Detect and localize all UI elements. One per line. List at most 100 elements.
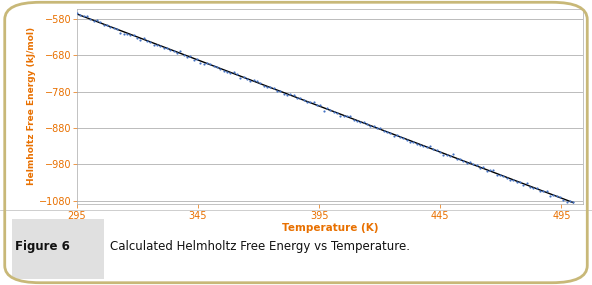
Point bbox=[449, 152, 458, 157]
Point bbox=[355, 120, 365, 125]
Point bbox=[419, 144, 428, 148]
Point bbox=[375, 126, 385, 131]
Point bbox=[236, 76, 245, 80]
Point bbox=[239, 75, 248, 79]
Point bbox=[475, 166, 485, 170]
Point bbox=[539, 189, 548, 193]
Point bbox=[349, 117, 358, 122]
Point bbox=[545, 193, 555, 198]
Point bbox=[199, 61, 208, 66]
Point bbox=[219, 69, 229, 74]
Point bbox=[439, 153, 448, 158]
Point bbox=[226, 70, 235, 75]
Point bbox=[485, 168, 495, 173]
Point bbox=[519, 182, 528, 187]
Point bbox=[232, 72, 242, 77]
Point bbox=[265, 85, 275, 89]
Point bbox=[309, 100, 318, 105]
Point bbox=[302, 100, 311, 104]
Point bbox=[362, 121, 372, 126]
Point bbox=[142, 38, 152, 43]
Point bbox=[522, 181, 532, 186]
Point bbox=[292, 95, 301, 100]
Point bbox=[105, 25, 115, 29]
Point bbox=[506, 178, 515, 183]
Point bbox=[332, 110, 342, 115]
Point bbox=[399, 136, 408, 141]
Point bbox=[115, 30, 125, 35]
Point bbox=[442, 152, 452, 157]
Point bbox=[382, 130, 391, 135]
Point bbox=[272, 88, 282, 93]
Point bbox=[395, 134, 405, 139]
Point bbox=[402, 137, 411, 142]
Point bbox=[89, 18, 98, 23]
Point bbox=[408, 140, 418, 145]
Point bbox=[169, 49, 178, 53]
Point bbox=[146, 40, 155, 44]
Point bbox=[369, 124, 378, 129]
Point bbox=[202, 61, 212, 66]
Point bbox=[285, 92, 295, 96]
Point bbox=[385, 131, 395, 136]
Point bbox=[549, 193, 558, 197]
Point bbox=[312, 103, 321, 107]
Point bbox=[316, 103, 325, 107]
Point bbox=[192, 57, 202, 62]
Point bbox=[119, 31, 128, 36]
Point bbox=[205, 62, 215, 66]
Point bbox=[529, 186, 538, 190]
Point bbox=[346, 114, 355, 119]
Point bbox=[359, 120, 368, 124]
Point bbox=[455, 157, 465, 162]
Point bbox=[435, 150, 445, 154]
Point bbox=[422, 144, 432, 149]
Point bbox=[489, 168, 498, 172]
Point bbox=[209, 64, 218, 68]
Point bbox=[305, 100, 315, 105]
X-axis label: Temperature (K): Temperature (K) bbox=[282, 223, 378, 233]
Point bbox=[132, 36, 141, 40]
Point bbox=[412, 141, 422, 146]
Point bbox=[445, 154, 455, 158]
Point bbox=[299, 97, 308, 102]
Point bbox=[195, 61, 205, 65]
Point bbox=[82, 14, 92, 19]
Point bbox=[109, 26, 118, 31]
Point bbox=[479, 165, 488, 169]
Point bbox=[336, 114, 345, 119]
Point bbox=[459, 159, 468, 163]
Point bbox=[379, 129, 388, 134]
Point bbox=[492, 172, 501, 177]
Point bbox=[406, 140, 415, 144]
Point bbox=[516, 180, 525, 184]
Point bbox=[252, 79, 262, 84]
Point bbox=[509, 178, 518, 182]
Point bbox=[172, 50, 182, 55]
Point bbox=[535, 189, 545, 194]
Point bbox=[175, 49, 185, 54]
Point bbox=[322, 106, 332, 110]
Point bbox=[76, 13, 85, 18]
Point bbox=[182, 55, 192, 59]
Point bbox=[512, 180, 522, 185]
Point bbox=[452, 156, 462, 161]
Point bbox=[249, 78, 258, 83]
Point bbox=[79, 14, 88, 18]
Point bbox=[372, 126, 382, 130]
Point bbox=[365, 124, 375, 128]
Point bbox=[72, 11, 82, 16]
Point bbox=[92, 18, 102, 22]
Point bbox=[465, 160, 475, 164]
Point bbox=[162, 46, 172, 50]
Point bbox=[472, 163, 481, 167]
Point bbox=[229, 70, 239, 75]
Point bbox=[159, 46, 168, 50]
Point bbox=[339, 113, 348, 118]
Point bbox=[99, 23, 108, 27]
Point bbox=[222, 70, 231, 74]
Point bbox=[565, 199, 575, 203]
Point bbox=[246, 78, 255, 83]
Point bbox=[542, 189, 552, 194]
Point bbox=[502, 176, 511, 180]
